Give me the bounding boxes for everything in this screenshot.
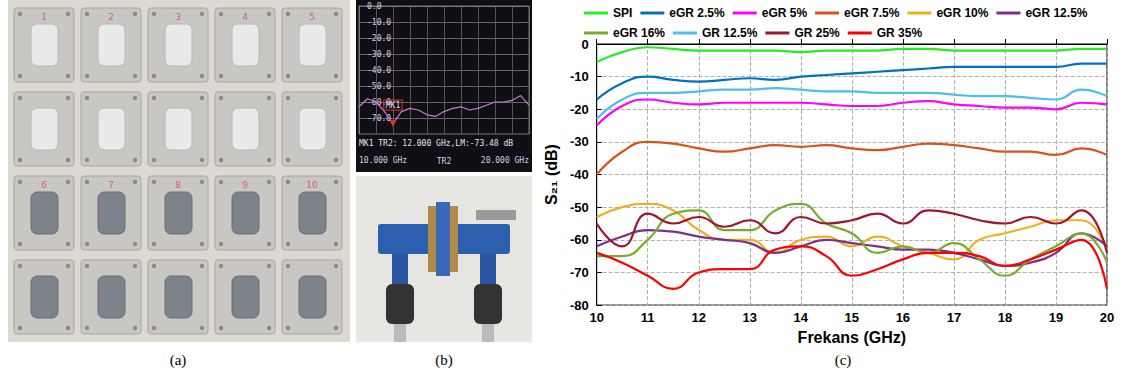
svg-text:-40.0: -40.0 <box>367 66 391 75</box>
svg-text:5: 5 <box>309 12 315 22</box>
svg-text:eGR 16%: eGR 16% <box>613 26 665 40</box>
svg-text:14: 14 <box>794 310 809 325</box>
svg-text:20: 20 <box>1100 310 1114 325</box>
html-text:(b): (b) <box>435 352 453 368</box>
svg-text:10: 10 <box>306 180 318 190</box>
svg-text:eGR 10%: eGR 10% <box>936 6 988 20</box>
svg-text:eGR 12.5%: eGR 12.5% <box>1025 6 1087 20</box>
svg-text:6: 6 <box>41 180 47 190</box>
svg-text:13: 13 <box>743 310 757 325</box>
svg-text:Frekans (GHz): Frekans (GHz) <box>798 329 906 346</box>
svg-text:0.0: 0.0 <box>367 2 382 11</box>
svg-text:-70: -70 <box>570 265 589 280</box>
svg-text:9: 9 <box>242 180 248 190</box>
html-text:(a): (a) <box>169 352 187 368</box>
svg-text:-60.0: -60.0 <box>367 97 392 107</box>
svg-text:-40: -40 <box>570 167 589 182</box>
svg-text:19: 19 <box>1049 310 1063 325</box>
svg-text:GR 12.5%: GR 12.5% <box>702 26 758 40</box>
svg-text:SPI: SPI <box>613 6 632 20</box>
svg-text:-10.0: -10.0 <box>367 18 391 27</box>
svg-text:-30.0: -30.0 <box>367 50 391 59</box>
svg-text:GR 35%: GR 35% <box>877 26 923 40</box>
svg-text:-50.0: -50.0 <box>367 82 391 91</box>
svg-text:-60: -60 <box>570 232 589 247</box>
svg-text:-20: -20 <box>570 102 589 117</box>
svg-text:18: 18 <box>998 310 1012 325</box>
svg-text:8: 8 <box>175 180 181 190</box>
svg-text:0: 0 <box>581 37 588 52</box>
svg-text:eGR 2.5%: eGR 2.5% <box>669 6 725 20</box>
svg-text:-10: -10 <box>570 69 589 84</box>
svg-text:MK1 TR2: 12.000 GHz,LM:-73.48: MK1 TR2: 12.000 GHz,LM:-73.48 dB <box>359 139 513 148</box>
svg-text:3: 3 <box>175 12 181 22</box>
svg-text:TR2: TR2 <box>437 157 452 166</box>
svg-text:-70.0: -70.0 <box>367 114 391 123</box>
svg-text:16: 16 <box>896 310 910 325</box>
svg-text:7: 7 <box>108 180 114 190</box>
svg-text:-30: -30 <box>570 134 589 149</box>
svg-text:15: 15 <box>845 310 859 325</box>
html-text:(c): (c) <box>834 352 852 368</box>
svg-text:-80: -80 <box>570 298 589 313</box>
svg-text:eGR 7.5%: eGR 7.5% <box>844 6 900 20</box>
svg-text:-50: -50 <box>570 200 589 215</box>
svg-text:S₂₁ (dB): S₂₁ (dB) <box>543 144 560 205</box>
svg-text:20.000 GHz: 20.000 GHz <box>481 156 529 165</box>
svg-text:-20.0: -20.0 <box>367 34 391 43</box>
svg-text:11: 11 <box>641 310 655 325</box>
svg-text:17: 17 <box>947 310 961 325</box>
svg-text:10: 10 <box>589 310 603 325</box>
svg-text:MK1: MK1 <box>386 101 401 110</box>
svg-text:1: 1 <box>41 12 47 22</box>
svg-text:eGR 5%: eGR 5% <box>762 6 808 20</box>
svg-text:GR 25%: GR 25% <box>794 26 840 40</box>
svg-text:2: 2 <box>108 12 114 22</box>
svg-text:12: 12 <box>692 310 706 325</box>
svg-text:4: 4 <box>242 12 248 22</box>
svg-text:10.000 GHz: 10.000 GHz <box>359 156 407 165</box>
